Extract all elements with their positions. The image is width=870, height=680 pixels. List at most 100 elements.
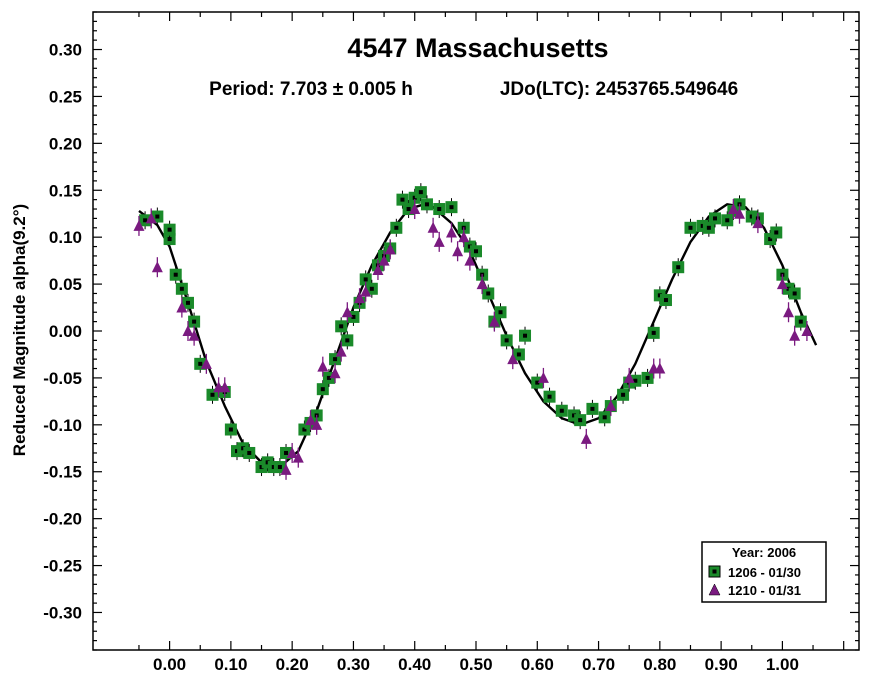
x-tick-label: 0.60 (521, 655, 554, 674)
legend: Year: 2006 1206 - 01/30 1210 - 01/31 (701, 541, 827, 603)
data-point-1206-center (578, 418, 583, 423)
data-point-1206-center (449, 205, 454, 210)
data-point-1210 (292, 451, 304, 463)
y-axis-label: Reduced Magnitude alpha(9.2°) (10, 204, 29, 456)
data-point-1210 (427, 221, 439, 233)
chart-subtitle-period: Period: 7.703 ± 0.005 h (209, 79, 413, 100)
data-point-1210 (145, 212, 157, 224)
data-point-1210 (341, 306, 353, 318)
data-point-1210 (734, 207, 746, 219)
data-point-1206-center (192, 319, 197, 324)
data-point-1210 (188, 329, 200, 341)
data-point-1206-center (345, 338, 350, 343)
legend-entry-1206: 1206 - 01/30 (728, 565, 801, 580)
y-tick-label: 0.10 (49, 228, 82, 247)
x-tick-label: 1.00 (766, 655, 799, 674)
data-point-1206-center (167, 237, 172, 242)
data-point-1206-center (284, 450, 289, 455)
y-tick-label: -0.10 (43, 416, 82, 435)
data-point-1210 (335, 345, 347, 357)
data-point-1210 (458, 231, 470, 243)
x-tick-label: 0.10 (214, 655, 247, 674)
data-point-1206-center (590, 406, 595, 411)
data-point-1210 (801, 325, 813, 336)
data-point-1210 (537, 371, 549, 383)
data-point-1210 (605, 400, 617, 412)
data-point-1210 (280, 463, 292, 475)
legend-triangle-marker (708, 583, 721, 596)
data-point-1206-center (155, 214, 160, 219)
x-tick-label: 0.70 (582, 655, 615, 674)
data-point-1210 (372, 264, 384, 276)
data-point-1210 (305, 414, 317, 426)
data-point-1206-center (712, 216, 717, 221)
data-point-1210 (378, 254, 390, 266)
data-point-1206-center (143, 218, 148, 223)
data-point-1206-center (198, 361, 203, 366)
data-point-1206-center (302, 427, 307, 432)
chart-subtitle-epoch: JDo(LTC): 2453765.549646 (500, 79, 738, 100)
y-tick-label: 0.00 (49, 322, 82, 341)
data-point-1206-center (786, 286, 791, 291)
data-point-1210 (433, 235, 445, 247)
y-tick-label: 0.25 (49, 87, 82, 106)
data-point-1210 (151, 261, 163, 273)
data-point-1206-center (369, 286, 374, 291)
y-tick-label: -0.30 (43, 603, 82, 622)
y-tick-label: 0.20 (49, 134, 82, 153)
data-point-1210 (580, 432, 592, 444)
axis-ticks (93, 11, 859, 651)
data-point-1206-center (277, 465, 282, 470)
data-point-1210 (727, 203, 739, 215)
legend-square-marker-center (712, 569, 717, 574)
data-point-1206-center (474, 249, 478, 254)
data-point-1206-center (185, 300, 190, 305)
data-point-1206-center (173, 272, 178, 277)
data-point-1210 (464, 254, 476, 266)
data-point-1206-center (326, 375, 331, 380)
x-tick-label: 0.90 (705, 655, 738, 674)
x-tick-label: 0.00 (153, 655, 186, 674)
data-point-1210 (409, 203, 421, 215)
x-tick-label: 0.50 (459, 655, 492, 674)
y-tick-label: 0.15 (49, 181, 82, 200)
data-point-1206-center (645, 375, 650, 380)
y-tick-label: -0.25 (43, 557, 82, 576)
data-point-1210 (752, 217, 764, 229)
data-point-1210 (507, 353, 519, 365)
data-point-1210 (488, 315, 500, 327)
legend-box (701, 541, 827, 603)
data-point-1206-center (498, 310, 503, 315)
data-point-1206-center (768, 237, 773, 242)
data-point-1206-center (572, 413, 577, 418)
data-point-1210 (776, 278, 788, 290)
data-point-1210 (789, 329, 801, 341)
data-point-1210 (452, 245, 464, 257)
data-point-1206-center (210, 392, 215, 397)
data-point-1206-center (602, 415, 607, 420)
y-tick-label: -0.15 (43, 463, 82, 482)
data-point-1206-center (621, 392, 626, 397)
data-point-1210 (176, 301, 188, 313)
x-tick-label: 0.80 (643, 655, 676, 674)
y-tick-labels: -0.30 -0.25 -0.20 -0.15 -0.10 -0.05 0.00 0.05 0.… (43, 41, 82, 623)
data-point-1206-center (657, 293, 662, 298)
y-tick-label: 0.05 (49, 275, 82, 294)
data-point-1206-center (467, 244, 472, 249)
data-point-1206-center (792, 291, 797, 296)
data-point-1206-center (247, 450, 252, 455)
data-point-1206-center (179, 286, 184, 291)
data-point-1206-center (535, 380, 540, 385)
data-point-1206-center (676, 265, 681, 270)
data-point-1206-center (774, 230, 779, 235)
data-point-1210 (200, 357, 212, 369)
y-tick-label: -0.05 (43, 369, 82, 388)
data-point-1210 (360, 285, 372, 297)
legend-title: Year: 2006 (732, 545, 796, 560)
data-point-1210 (133, 219, 145, 231)
data-point-1206-center (688, 225, 693, 230)
data-point-1206-center (363, 277, 368, 282)
data-point-1206-center (412, 195, 417, 200)
data-point-1210 (286, 446, 298, 458)
